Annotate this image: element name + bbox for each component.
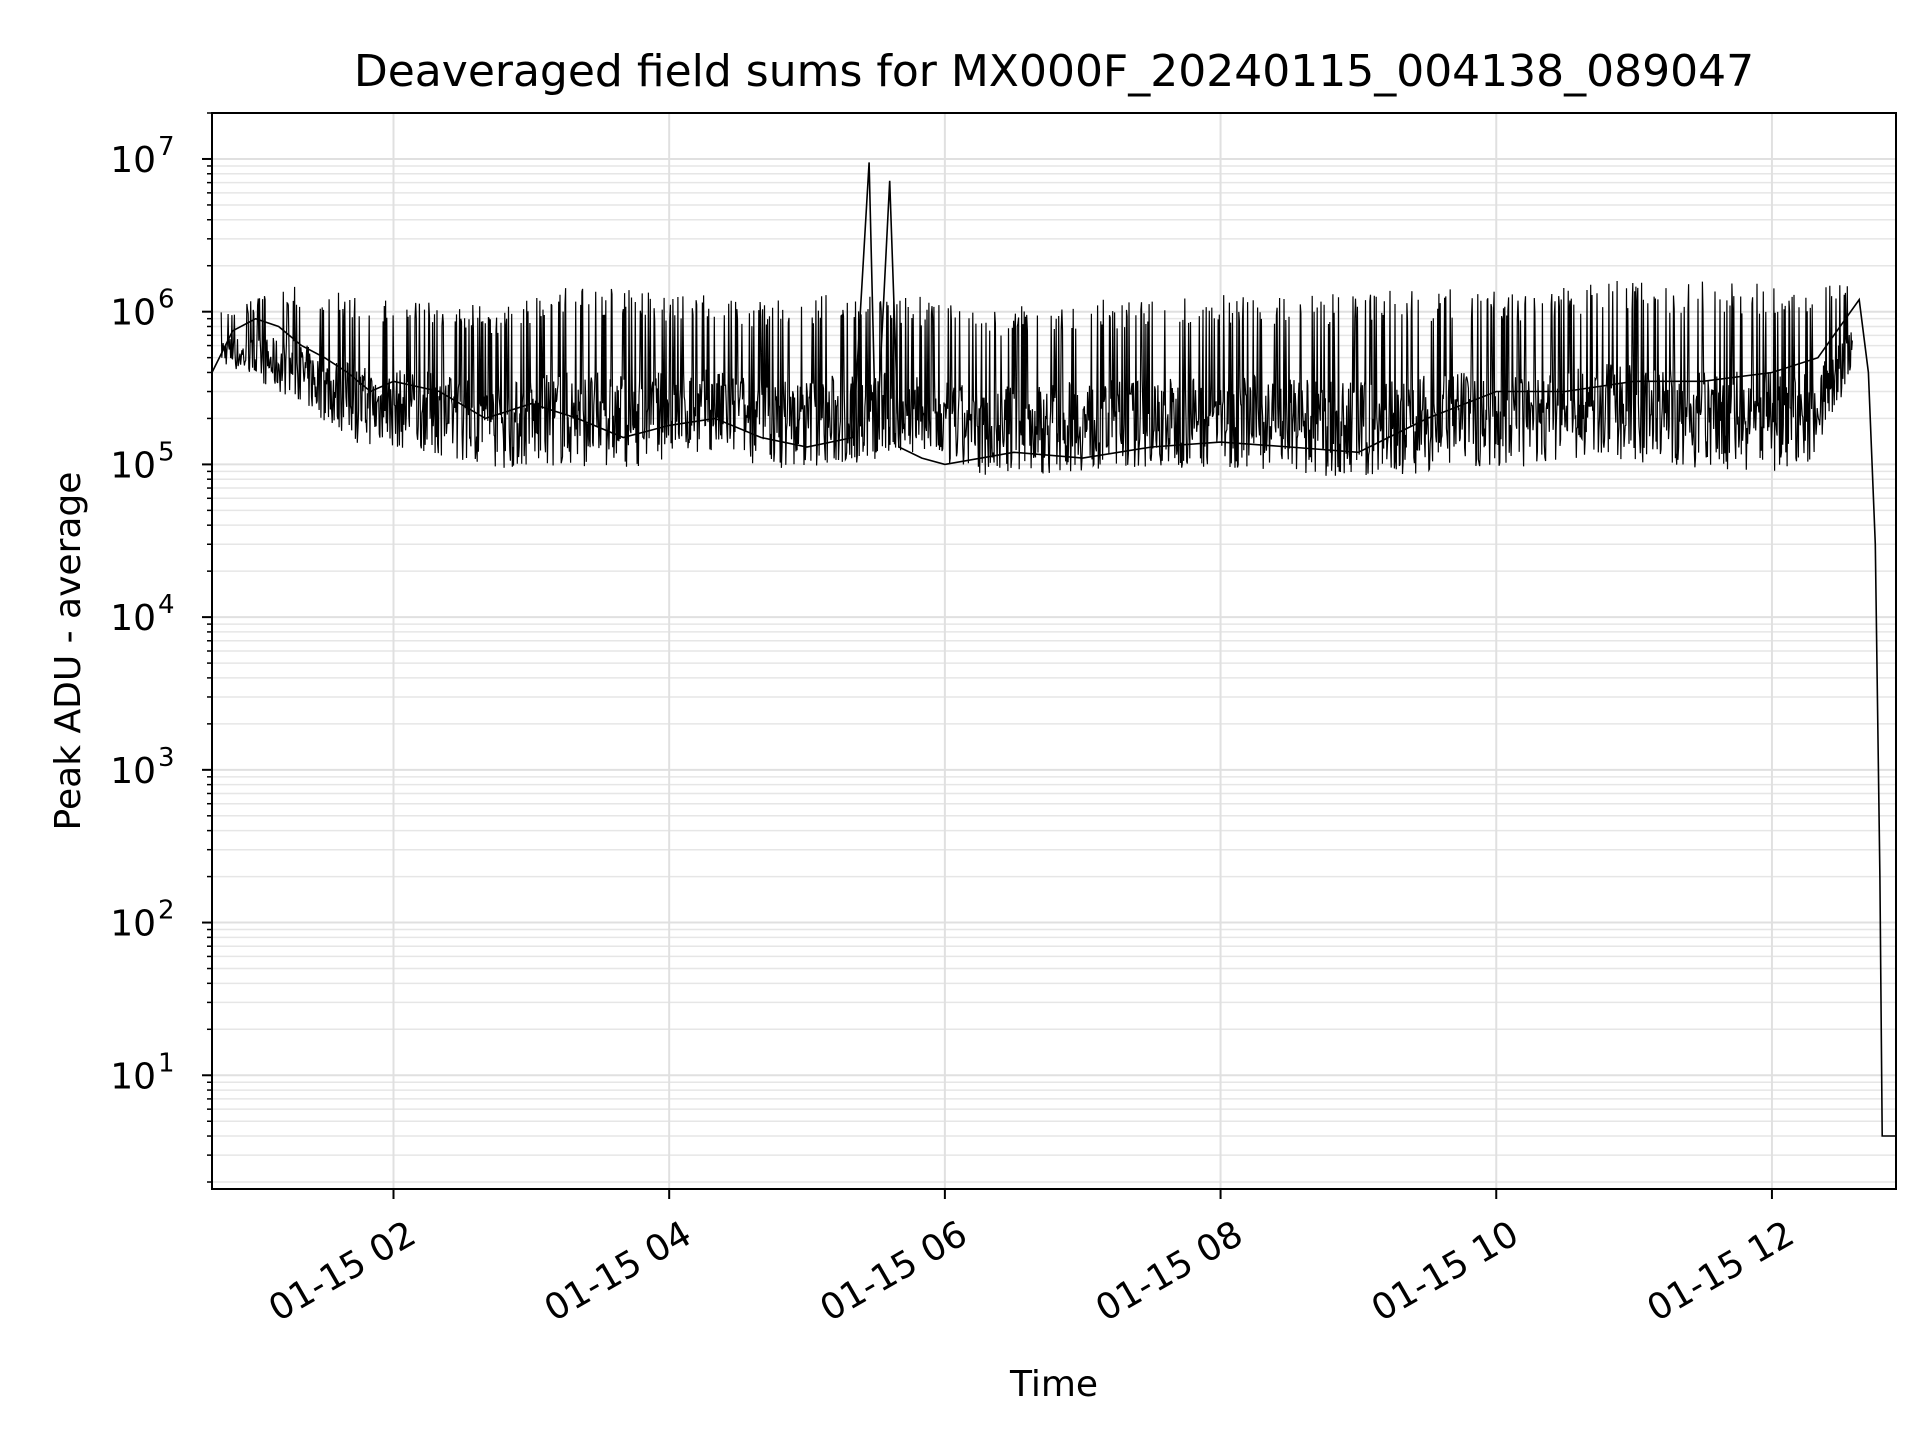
y-tick-exponent: 5 bbox=[158, 437, 175, 467]
series-layer bbox=[211, 162, 1896, 1137]
y-tick-exponent: 1 bbox=[158, 1048, 175, 1078]
chart-title: Deaveraged field sums for MX000F_2024011… bbox=[354, 46, 1754, 97]
y-axis-label: Peak ADU - average bbox=[48, 472, 89, 831]
y-tick-exponent: 3 bbox=[158, 743, 175, 773]
y-tick-label: 10 bbox=[110, 598, 156, 639]
y-tick-label: 10 bbox=[110, 1056, 156, 1097]
y-tick-label: 10 bbox=[110, 904, 156, 945]
y-tick-exponent: 6 bbox=[158, 285, 175, 315]
y-tick-label: 10 bbox=[110, 751, 156, 792]
y-tick-exponent: 4 bbox=[158, 590, 175, 620]
y-tick-exponent: 7 bbox=[158, 132, 175, 162]
series-trace bbox=[220, 280, 1853, 476]
y-tick-label: 10 bbox=[110, 293, 156, 334]
series-line bbox=[211, 162, 1896, 1137]
y-tick-exponent: 2 bbox=[158, 896, 175, 926]
y-tick-label: 10 bbox=[110, 140, 156, 181]
y-tick-label: 10 bbox=[110, 445, 156, 486]
plot-frame bbox=[211, 112, 1897, 1190]
grid bbox=[212, 112, 1896, 1189]
x-axis-label: Time bbox=[1009, 1364, 1098, 1405]
